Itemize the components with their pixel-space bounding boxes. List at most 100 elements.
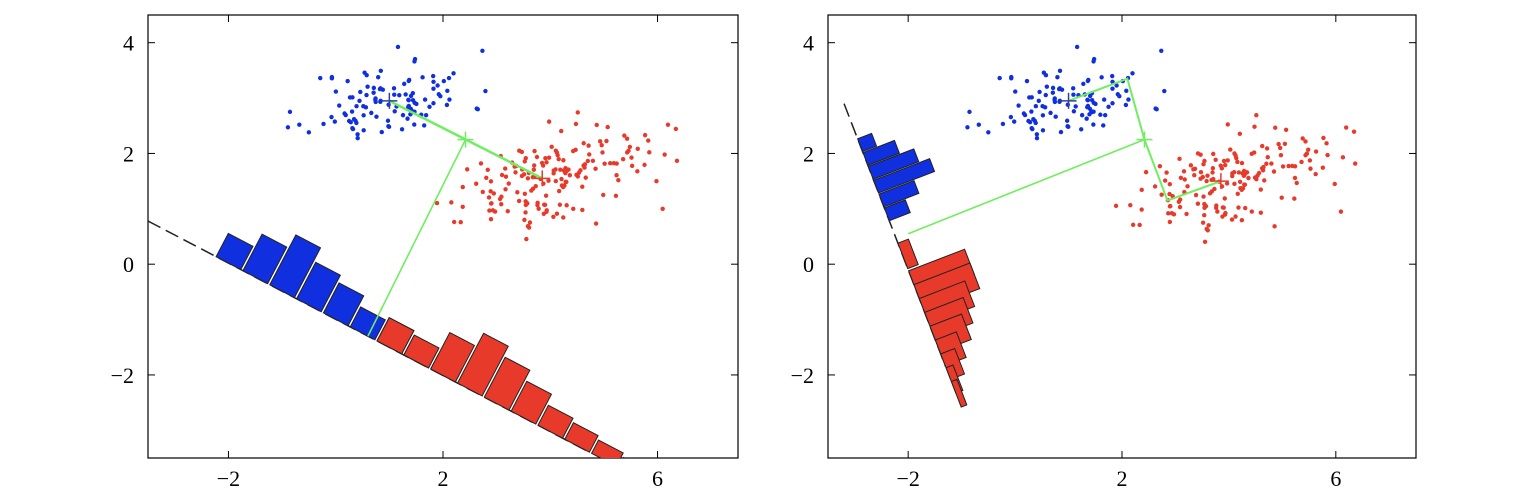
class2-point (1278, 152, 1284, 158)
class2-point (1237, 131, 1243, 137)
class2-point (1264, 161, 1269, 166)
class2-point (1308, 166, 1313, 171)
class2-point (1193, 192, 1199, 198)
class2-point (1352, 161, 1358, 166)
class2-point (1243, 171, 1248, 176)
class2-histogram-bar (376, 317, 415, 355)
class1-point (421, 123, 427, 128)
class2-point (1184, 211, 1189, 217)
plot-area (148, 44, 680, 458)
class2-point (1202, 158, 1207, 164)
class1-point (1154, 107, 1159, 112)
class2-point (1167, 181, 1173, 187)
class2-point (1192, 172, 1197, 178)
class2-point (1221, 158, 1227, 164)
class2-point (1152, 184, 1158, 189)
class2-point (564, 203, 569, 208)
class1-point (1115, 92, 1121, 97)
y-tick-label: −2 (111, 363, 134, 388)
class2-point (531, 167, 537, 172)
class2-point (1185, 184, 1190, 189)
class2-point (515, 190, 520, 195)
class1-histogram-bar (269, 234, 322, 299)
class2-point (1202, 212, 1207, 218)
class1-point (435, 83, 440, 88)
class1-point (329, 76, 335, 81)
class1-point (321, 121, 326, 127)
class1-point (1040, 113, 1046, 118)
class1-point (358, 89, 363, 95)
class2-point (1169, 210, 1174, 216)
class1-point (414, 101, 419, 107)
class2-point (531, 163, 537, 168)
class1-point (1036, 98, 1041, 104)
class2-point (1254, 112, 1259, 118)
class2-point (1128, 202, 1133, 208)
class1-point (1114, 83, 1119, 88)
class2-point (627, 144, 633, 150)
class2-point (629, 155, 634, 160)
class2-point (556, 156, 561, 162)
class2-point (1261, 164, 1266, 170)
class2-point (1178, 175, 1184, 180)
class2-point (600, 150, 605, 155)
class1-point (997, 75, 1002, 81)
class2-point (549, 144, 554, 150)
class1-point (399, 127, 405, 132)
class2-point (503, 166, 508, 171)
class1-point (1162, 88, 1167, 94)
class2-point (535, 202, 540, 208)
class1-point (375, 75, 381, 80)
class2-histogram-bar (590, 439, 624, 458)
class2-point (1225, 122, 1230, 127)
class2-point (1207, 191, 1213, 196)
class2-point (487, 208, 492, 213)
class2-point (503, 187, 508, 192)
class2-point (599, 142, 604, 148)
right-panel: −2 2 6 −2 0 2 4 (791, 14, 1417, 491)
class2-point (503, 174, 509, 179)
class1-point (1034, 132, 1040, 137)
class2-point (451, 219, 457, 225)
class2-point (1200, 174, 1205, 180)
class2-point (532, 148, 537, 154)
class2-point (486, 195, 492, 200)
class1-point (361, 113, 366, 118)
class1-point (369, 110, 374, 116)
class2-point (580, 207, 585, 213)
class1-point (967, 109, 972, 115)
class1-point (447, 97, 452, 102)
class2-point (474, 181, 479, 186)
class2-point (497, 196, 503, 202)
x-tick-label: −2 (896, 466, 919, 491)
projection-direction-line (907, 138, 1145, 235)
class2-point (605, 124, 610, 130)
class2-point (635, 146, 640, 151)
class2-point (602, 161, 607, 166)
class1-point (1064, 118, 1070, 123)
class1-point (1110, 73, 1115, 79)
class2-point (559, 176, 564, 182)
class1-point (1089, 98, 1095, 103)
class1-point (343, 112, 348, 118)
class2-point (1294, 180, 1299, 186)
class1-point (386, 124, 391, 129)
class2-point (1313, 149, 1319, 154)
class2-point (1188, 163, 1194, 168)
class2-point (484, 175, 489, 181)
class2-point (551, 214, 556, 219)
class2-point (491, 191, 497, 196)
class2-point (1300, 136, 1305, 141)
class2-point (1176, 199, 1182, 204)
class2-point (597, 139, 603, 144)
class2-point (624, 136, 630, 141)
class1-point (1053, 114, 1058, 119)
class1-point (1058, 129, 1064, 135)
class2-point (1195, 151, 1201, 156)
class2-point (1166, 211, 1171, 216)
class1-point (349, 109, 355, 114)
x-tick-label: 2 (438, 466, 449, 491)
class1-point (353, 118, 358, 123)
class1-point (1085, 97, 1090, 103)
class2-point (534, 154, 540, 160)
